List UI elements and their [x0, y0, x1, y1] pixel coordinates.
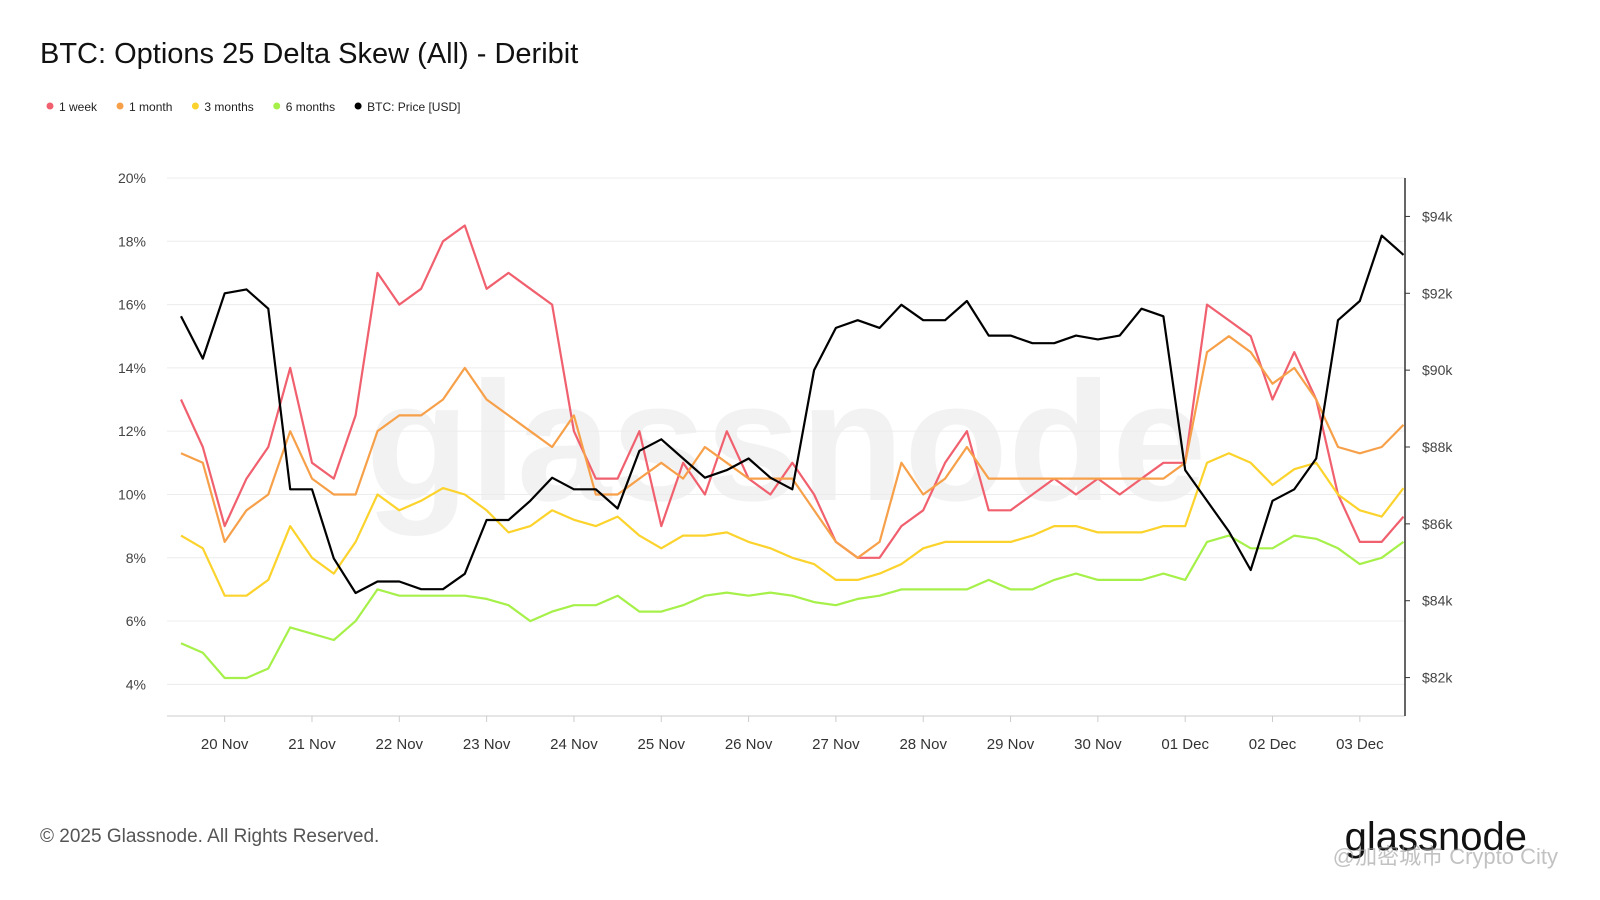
- watermark: glassnode: [366, 347, 1207, 537]
- x-tick-label: 02 Dec: [1249, 736, 1297, 753]
- y2-tick-label: $92k: [1422, 285, 1453, 301]
- x-tick-label: 27 Nov: [812, 736, 860, 753]
- x-tick-label: 24 Nov: [550, 736, 598, 753]
- x-tick-label: 26 Nov: [725, 736, 773, 753]
- y-tick-label: 10%: [118, 486, 146, 502]
- y-tick-label: 14%: [118, 360, 146, 376]
- legend-label: 1 month: [129, 100, 172, 114]
- source-watermark: @加密城市 Crypto City: [1333, 844, 1558, 869]
- y2-tick-label: $88k: [1422, 439, 1453, 455]
- y2-tick-label: $82k: [1422, 670, 1453, 686]
- legend-label: BTC: Price [USD]: [367, 100, 460, 114]
- x-tick-label: 25 Nov: [638, 736, 686, 753]
- legend-label: 3 months: [204, 100, 253, 114]
- brand-logo: glassnode: [1345, 815, 1527, 859]
- y2-tick-label: $86k: [1422, 516, 1453, 532]
- legend-label: 1 week: [59, 100, 98, 114]
- y2-tick-label: $90k: [1422, 362, 1453, 378]
- x-tick-label: 30 Nov: [1074, 736, 1122, 753]
- y-tick-label: 6%: [126, 613, 146, 629]
- x-tick-label: 21 Nov: [288, 736, 336, 753]
- legend: 1 week 1 month 3 months 6 months BTC: Price …: [46, 100, 460, 114]
- y-tick-label: 8%: [126, 550, 146, 566]
- legend-marker: [273, 102, 281, 110]
- x-tick-label: 23 Nov: [463, 736, 511, 753]
- y-tick-label: 20%: [118, 170, 146, 186]
- legend-marker: [354, 102, 362, 110]
- series-line: [180, 234, 1405, 595]
- y2-tick-label: $94k: [1422, 208, 1453, 224]
- series-line: [180, 452, 1405, 597]
- series-line: [180, 224, 1405, 559]
- series-line: [180, 534, 1405, 680]
- x-tick-label: 29 Nov: [987, 736, 1035, 753]
- legend-marker: [191, 102, 199, 110]
- y-tick-label: 12%: [118, 423, 146, 439]
- series-line: [180, 335, 1405, 559]
- x-tick-label: 03 Dec: [1336, 736, 1384, 753]
- legend-label: 6 months: [286, 100, 335, 114]
- y2-tick-label: $84k: [1422, 593, 1453, 609]
- legend-marker: [46, 102, 54, 110]
- y-tick-label: 4%: [126, 676, 146, 692]
- y-tick-label: 16%: [118, 297, 146, 313]
- x-tick-label: 28 Nov: [899, 736, 947, 753]
- legend-marker: [116, 102, 124, 110]
- chart-title: BTC: Options 25 Delta Skew (All) - Derib…: [40, 38, 578, 70]
- copyright: © 2025 Glassnode. All Rights Reserved.: [40, 826, 379, 847]
- y-tick-label: 18%: [118, 233, 146, 249]
- x-tick-label: 01 Dec: [1161, 736, 1209, 753]
- x-tick-label: 20 Nov: [201, 736, 249, 753]
- x-tick-label: 22 Nov: [376, 736, 424, 753]
